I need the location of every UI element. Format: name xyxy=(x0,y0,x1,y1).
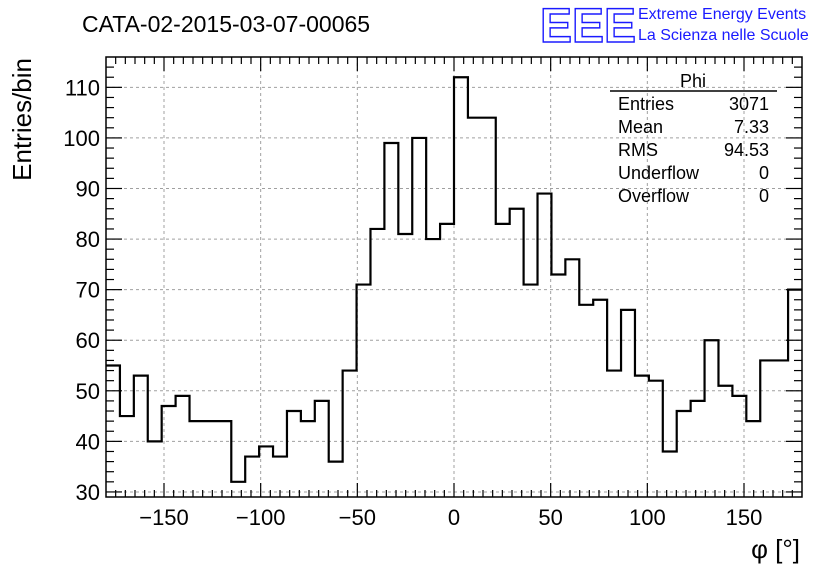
stats-value: 0 xyxy=(759,163,769,183)
chart-title: CATA-02-2015-03-07-00065 xyxy=(82,11,370,37)
x-tick-label: −100 xyxy=(236,505,286,530)
histogram-bin xyxy=(760,360,774,497)
logo-letters: EEE xyxy=(540,0,636,53)
histogram-bin xyxy=(203,421,217,497)
x-tick-label: 50 xyxy=(538,505,562,530)
y-tick-label: 110 xyxy=(65,75,100,100)
histogram-bin xyxy=(691,401,705,497)
histogram-bin xyxy=(705,340,719,497)
histogram-bin xyxy=(231,482,245,497)
stats-box: Phi Entries 3071 Mean 7.33 RMS 94.53 Underflow… xyxy=(610,71,777,206)
x-axis-title: φ [°] xyxy=(751,534,800,564)
histogram-bin xyxy=(426,239,440,497)
stats-name: Phi xyxy=(680,71,706,91)
histogram-bin xyxy=(649,381,663,497)
stats-value: 7.33 xyxy=(734,117,769,137)
histogram-bin xyxy=(635,376,649,497)
histogram-bin xyxy=(732,396,746,497)
histogram-bin xyxy=(510,209,524,497)
histogram-bin xyxy=(245,457,259,497)
histogram-bin xyxy=(663,451,677,497)
stats-value: 0 xyxy=(759,186,769,206)
histogram-bin xyxy=(217,421,231,497)
y-tick-label: 50 xyxy=(76,379,100,404)
histogram-bin xyxy=(301,421,315,497)
histogram-bin xyxy=(677,411,691,497)
histogram-bin xyxy=(746,421,760,497)
histogram-bin xyxy=(468,118,482,497)
stats-label: Underflow xyxy=(618,163,700,183)
x-tick-label: 0 xyxy=(448,505,460,530)
y-tick-label: 30 xyxy=(76,480,100,505)
stats-label: Overflow xyxy=(618,186,690,206)
histogram-bin xyxy=(496,224,510,497)
histogram-bin xyxy=(621,310,635,497)
y-tick-label: 60 xyxy=(76,328,100,353)
histogram-bin xyxy=(398,234,412,497)
stats-value: 3071 xyxy=(729,94,769,114)
histogram-bin xyxy=(440,224,454,497)
x-tick-label: −150 xyxy=(139,505,189,530)
plot-area: −150 −100 −50 0 50 100 150 30 40 50 60 70 80 90 100 110 xyxy=(63,56,803,530)
histogram-bin xyxy=(538,194,552,497)
histogram-bin xyxy=(607,371,621,497)
histogram-line xyxy=(106,76,802,483)
histogram-bin xyxy=(412,138,426,497)
stats-value: 94.53 xyxy=(724,140,769,160)
histogram-bin xyxy=(718,386,732,497)
histogram-bin xyxy=(579,305,593,497)
y-tick-label: 80 xyxy=(76,227,100,252)
eee-logo: EEE Extreme Energy Events La Scienza nel… xyxy=(539,0,809,54)
histogram-bin xyxy=(384,143,398,497)
histogram-bin xyxy=(176,396,190,497)
histogram-bin xyxy=(774,360,788,497)
histogram-bin xyxy=(120,416,134,497)
y-tick-label: 40 xyxy=(76,429,100,454)
logo-line2: La Scienza nelle Scuole xyxy=(638,27,809,44)
logo-line1: Extreme Energy Events xyxy=(638,6,806,23)
stats-label: Entries xyxy=(618,94,674,114)
histogram-bin xyxy=(370,229,384,497)
x-tick-label: 100 xyxy=(629,505,666,530)
y-tick-label: 90 xyxy=(76,176,100,201)
histogram-bin xyxy=(343,371,357,497)
histogram-bin xyxy=(551,274,565,497)
y-tick-label: 70 xyxy=(76,278,100,303)
histogram-bin xyxy=(357,285,371,497)
histogram-bin xyxy=(190,421,204,497)
histogram-bin xyxy=(287,411,301,497)
histogram-bin xyxy=(148,441,162,497)
histogram-bin xyxy=(565,259,579,497)
stats-label: Mean xyxy=(618,117,663,137)
stats-label: RMS xyxy=(618,140,658,160)
x-tick-label: 150 xyxy=(726,505,763,530)
x-tick-label: −50 xyxy=(339,505,376,530)
y-tick-label: 100 xyxy=(63,126,100,151)
y-axis-title: Entries/bin xyxy=(7,58,37,181)
histogram-bin xyxy=(482,118,496,497)
histogram-bin xyxy=(329,462,343,497)
histogram-bin xyxy=(593,300,607,497)
histogram-bin xyxy=(788,290,802,497)
histogram-bin xyxy=(315,401,329,497)
histogram-bin xyxy=(134,376,148,497)
histogram-bin xyxy=(454,77,468,497)
histogram-bin xyxy=(524,285,538,497)
